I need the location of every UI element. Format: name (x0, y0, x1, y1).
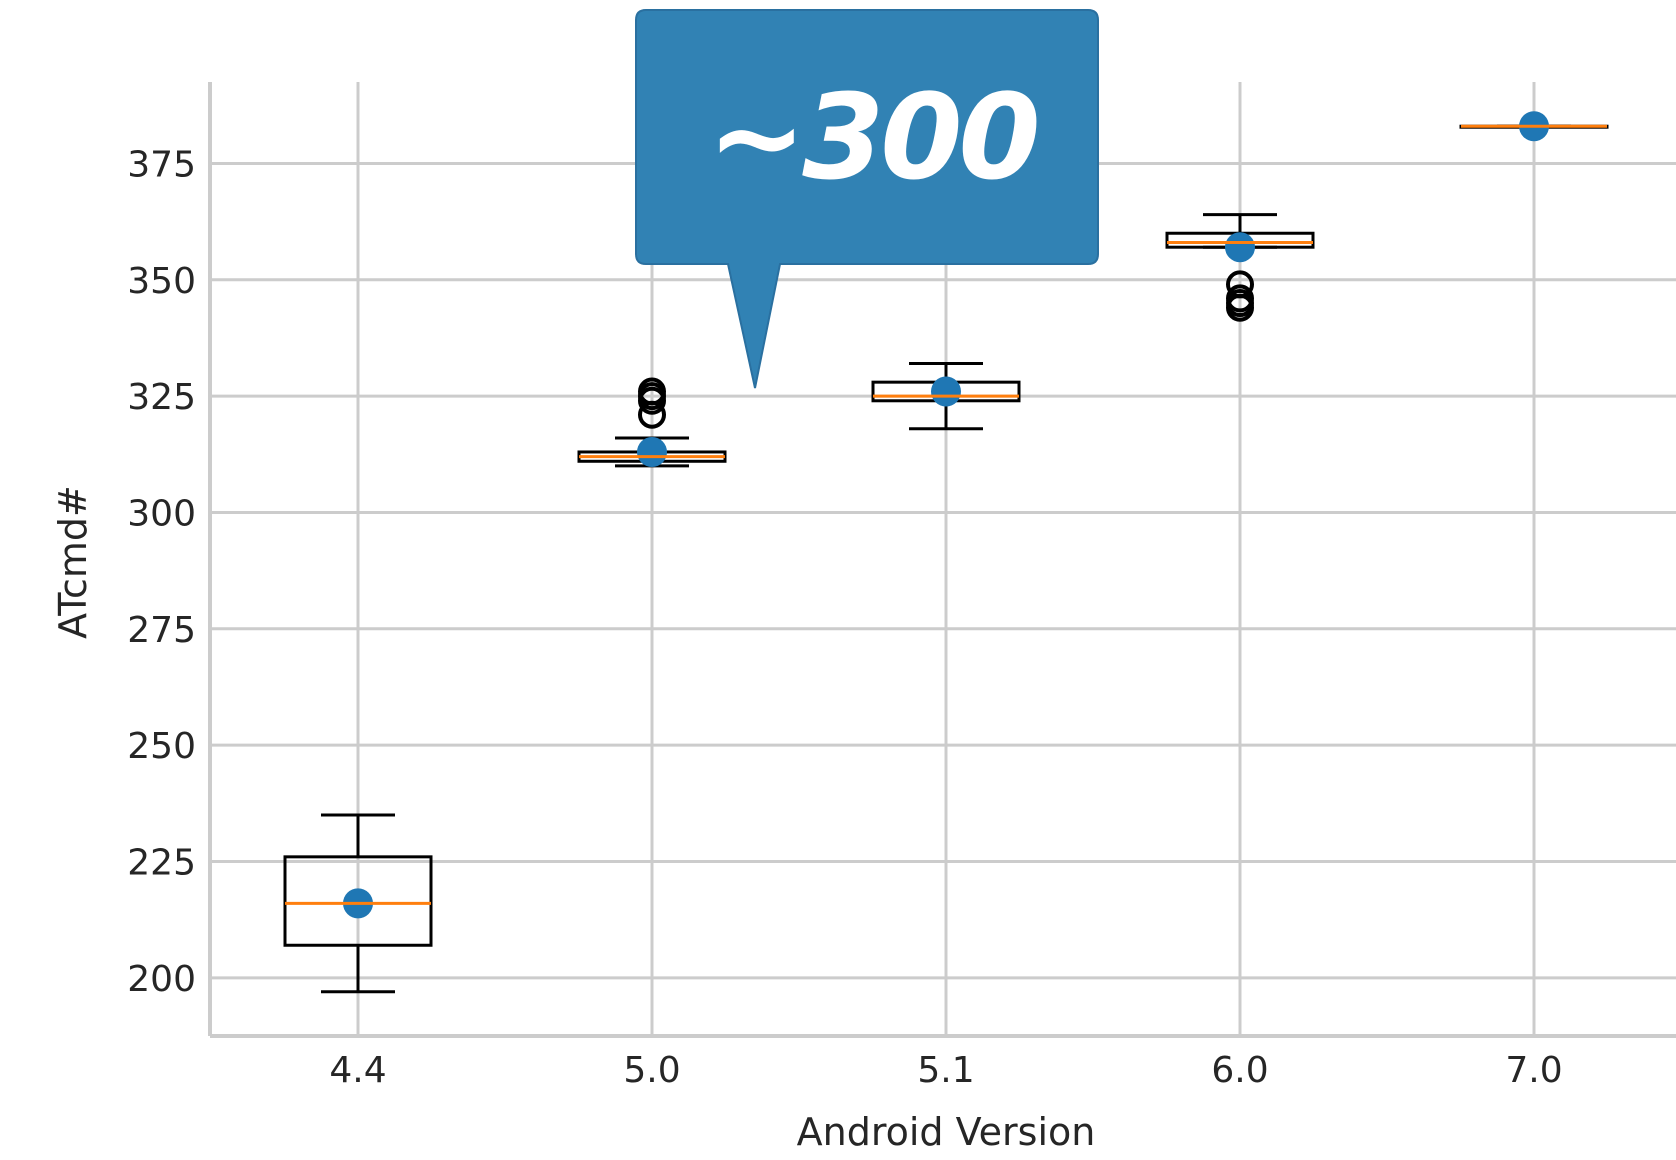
outlier-point (1226, 270, 1254, 299)
box-7.0 (1459, 111, 1609, 142)
callout-text: ~300 (707, 68, 1036, 206)
axes (208, 82, 1676, 1038)
y-tick-label: 350 (127, 261, 196, 302)
iqr-box (283, 855, 433, 947)
box-6.0 (1165, 213, 1315, 322)
x-tick-label: 5.0 (623, 1050, 680, 1091)
mean-point (637, 436, 667, 467)
y-tick-label: 225 (127, 842, 196, 883)
y-tick-label: 325 (127, 377, 196, 418)
mean-point (1225, 232, 1255, 263)
box-5.0 (577, 377, 727, 468)
box-4.4 (283, 813, 433, 994)
x-tick-label: 5.1 (917, 1050, 974, 1091)
y-tick-label: 275 (127, 610, 196, 651)
outlier-point (1226, 284, 1254, 313)
tick-labels: 200 225 250 275 300 325 350 375 4.4 5.0 5.1 6.0 7.0 (127, 144, 1562, 1091)
x-tick-label: 6.0 (1211, 1050, 1268, 1091)
y-tick-label: 375 (127, 144, 196, 185)
outlier-point (638, 377, 666, 406)
x-tick-label: 4.4 (329, 1050, 386, 1091)
callout-bubble (635, 9, 1099, 389)
y-tick-label: 200 (127, 959, 196, 1000)
box-5.1 (871, 362, 1021, 431)
mean-point (931, 376, 961, 407)
annotation-callout: ~300 (635, 9, 1099, 389)
x-tick-label: 7.0 (1505, 1050, 1562, 1091)
y-tick-label: 300 (127, 493, 196, 534)
y-axis-label: ATcmd# (51, 485, 95, 639)
x-axis-label: Android Version (797, 1110, 1096, 1154)
boxes (283, 111, 1609, 994)
y-tick-label: 250 (127, 726, 196, 767)
